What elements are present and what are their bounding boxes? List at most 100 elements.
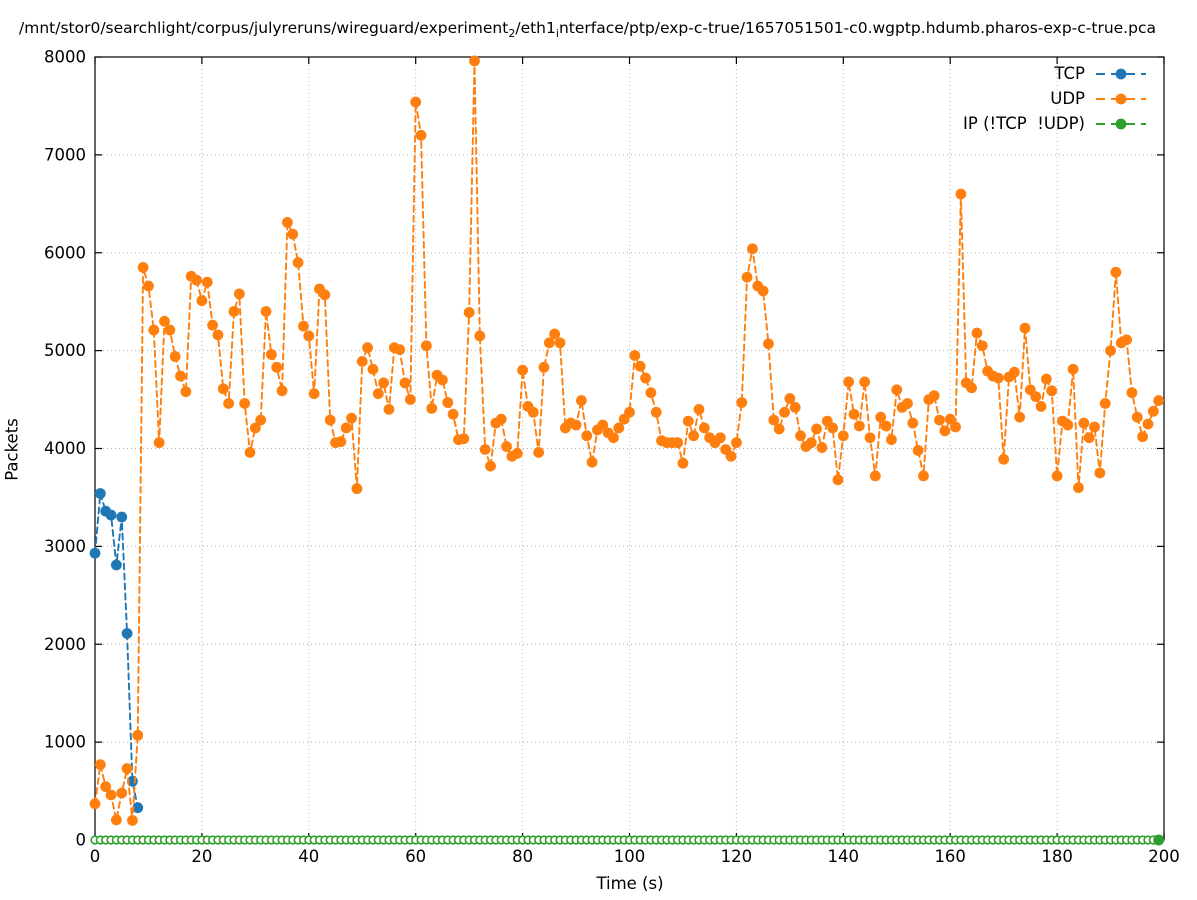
udp-series-point bbox=[420, 340, 432, 352]
udp-series-point bbox=[116, 787, 128, 799]
title-part3: nterface/ptp/exp-c-true/1657051501-c0.wg… bbox=[558, 19, 1156, 37]
udp-series-point bbox=[597, 419, 609, 431]
legend: TCP UDP IP (!TCP !UDP) bbox=[963, 61, 1147, 136]
title-subscript-2: 2 bbox=[508, 27, 516, 41]
udp-series-point bbox=[875, 411, 887, 423]
udp-series-point bbox=[501, 441, 512, 452]
udp-series-point bbox=[517, 364, 528, 376]
udp-series-point bbox=[992, 372, 1004, 384]
udp-series-point bbox=[928, 390, 940, 402]
udp-series-point bbox=[955, 188, 967, 200]
udp-series-point bbox=[356, 355, 368, 367]
udp-series-point bbox=[1147, 405, 1159, 417]
chart-title: /mnt/stor0/searchlight/corpus/julyreruns… bbox=[19, 19, 1156, 40]
udp-series-point bbox=[677, 457, 689, 469]
udp-series-point bbox=[1073, 482, 1084, 494]
y-tick-label: 2000 bbox=[44, 635, 86, 654]
ip-series-last-point bbox=[1153, 834, 1165, 846]
udp-series-point bbox=[843, 376, 855, 388]
udp-series-point bbox=[447, 408, 459, 420]
udp-series-point bbox=[976, 340, 988, 352]
x-axis-label: Time (s) bbox=[596, 874, 664, 893]
udp-series-point bbox=[94, 759, 106, 771]
udp-series-point bbox=[741, 271, 753, 283]
udp-series-point bbox=[164, 324, 176, 336]
udp-series-point bbox=[779, 406, 790, 418]
udp-series-point bbox=[554, 337, 566, 349]
udp-series-point bbox=[795, 430, 806, 442]
udp-series-point bbox=[372, 388, 384, 400]
udp-series-point bbox=[303, 330, 315, 342]
udp-series-point bbox=[1041, 373, 1052, 385]
udp-series-point bbox=[763, 338, 774, 350]
y-tick-label: 4000 bbox=[44, 439, 86, 458]
udp-series-point bbox=[308, 388, 320, 400]
udp-series-point bbox=[180, 386, 192, 398]
udp-series-point bbox=[121, 763, 133, 774]
udp-series-point bbox=[714, 432, 726, 444]
legend-sample-udp bbox=[1096, 93, 1146, 104]
udp-series-point bbox=[474, 330, 486, 342]
udp-series-point bbox=[351, 483, 363, 495]
udp-series-point bbox=[463, 307, 475, 318]
udp-series-point bbox=[586, 456, 598, 468]
udp-series-point bbox=[394, 344, 406, 356]
udp-series-point bbox=[939, 425, 951, 437]
y-tick-label: 5000 bbox=[44, 341, 86, 360]
udp-series-point bbox=[731, 437, 742, 449]
x-tick-label: 180 bbox=[1041, 847, 1073, 866]
udp-series-point bbox=[255, 414, 267, 426]
udp-series-point bbox=[437, 374, 448, 386]
udp-series-point bbox=[645, 387, 657, 399]
udp-series-point bbox=[533, 447, 545, 458]
udp-series-point bbox=[832, 474, 844, 486]
udp-series-point bbox=[1051, 470, 1063, 482]
udp-series-point bbox=[223, 398, 235, 409]
udp-series-point bbox=[378, 377, 390, 389]
udp-series-point bbox=[201, 276, 213, 288]
tcp-series-point bbox=[94, 488, 106, 499]
udp-series-point bbox=[175, 370, 186, 382]
udp-series-point bbox=[426, 402, 438, 414]
tcp-series-point bbox=[121, 628, 133, 639]
udp-series-point bbox=[410, 96, 422, 108]
udp-series-point bbox=[869, 470, 881, 482]
udp-series-point bbox=[127, 815, 138, 826]
udp-series-point bbox=[340, 422, 352, 434]
udp-series-point bbox=[1078, 417, 1090, 429]
title-part1: /mnt/stor0/searchlight/corpus/julyreruns… bbox=[19, 19, 509, 37]
x-tick-label: 200 bbox=[1148, 847, 1180, 866]
legend-sample-ip bbox=[1096, 118, 1146, 129]
tcp-series-point bbox=[116, 511, 128, 523]
udp-series-point bbox=[698, 422, 710, 434]
udp-series-point bbox=[276, 385, 288, 397]
udp-series-point bbox=[89, 798, 101, 810]
udp-series-point bbox=[1110, 266, 1122, 278]
tcp-series-point bbox=[105, 509, 117, 521]
udp-series-point bbox=[816, 442, 828, 453]
udp-series-point bbox=[148, 324, 160, 336]
x-tick-label: 20 bbox=[191, 847, 212, 866]
udp-series-point bbox=[688, 430, 700, 442]
udp-series-point bbox=[479, 444, 491, 455]
udp-series-point bbox=[886, 434, 897, 446]
udp-series-point bbox=[415, 129, 427, 141]
udp-series-point bbox=[859, 376, 871, 388]
udp-series-point bbox=[1089, 421, 1100, 433]
udp-series-point bbox=[196, 295, 208, 307]
udp-series-point bbox=[784, 393, 796, 404]
udp-series-point bbox=[212, 329, 224, 341]
udp-series-point bbox=[1062, 419, 1074, 431]
udp-series-point bbox=[1014, 411, 1026, 423]
udp-series-point bbox=[880, 420, 892, 432]
udp-series-point bbox=[335, 436, 347, 448]
udp-series-point bbox=[966, 382, 977, 394]
x-tick-label: 160 bbox=[934, 847, 966, 866]
udp-series-point bbox=[1131, 411, 1143, 423]
udp-series-point bbox=[399, 377, 411, 389]
udp-series-point bbox=[265, 349, 277, 360]
udp-series-point bbox=[1019, 322, 1031, 334]
udp-series-point bbox=[1008, 366, 1020, 378]
udp-series-point bbox=[650, 406, 662, 418]
